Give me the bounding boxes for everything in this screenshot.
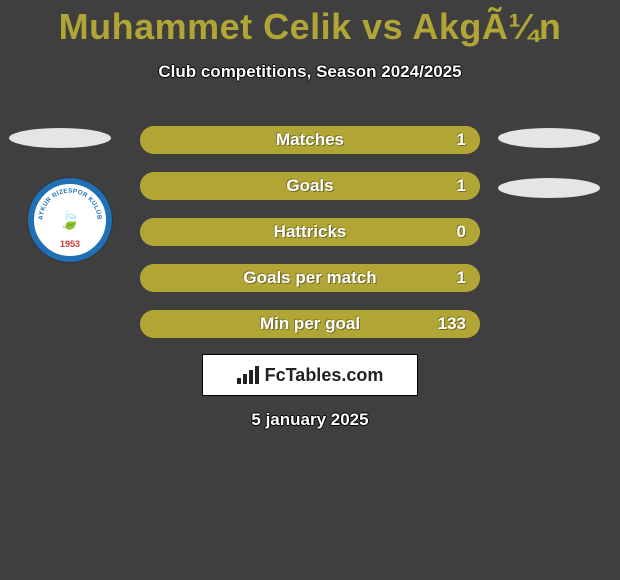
page-title: Muhammet Celik vs AkgÃ¼n [0, 6, 620, 48]
stat-bar-value-right: 1 [457, 126, 466, 154]
badge-year: 1953 [34, 239, 106, 249]
stat-bar: Matches1 [140, 126, 480, 154]
stat-bar: Goals1 [140, 172, 480, 200]
subtitle: Club competitions, Season 2024/2025 [0, 62, 620, 82]
badge-center: 🍃 [49, 199, 91, 241]
right-flag-1 [498, 128, 600, 148]
stat-bar: Hattricks0 [140, 218, 480, 246]
canvas: Muhammet Celik vs AkgÃ¼n Club competitio… [0, 0, 620, 580]
stat-bar: Min per goal133 [140, 310, 480, 338]
footer-date: 5 january 2025 [0, 410, 620, 430]
watermark-text: FcTables.com [265, 365, 384, 386]
stat-bar-label: Goals [140, 172, 480, 200]
leaf-icon: 🍃 [59, 211, 81, 229]
stat-bar-value-right: 0 [457, 218, 466, 246]
right-flag-2 [498, 178, 600, 198]
stat-bar-value-right: 1 [457, 264, 466, 292]
stat-bar-label: Matches [140, 126, 480, 154]
bar-chart-icon [237, 366, 259, 384]
stat-bars: Matches1Goals1Hattricks0Goals per match1… [140, 126, 480, 356]
stat-bar-label: Hattricks [140, 218, 480, 246]
stat-bar-label: Min per goal [140, 310, 480, 338]
stat-bar-value-right: 1 [457, 172, 466, 200]
stat-bar: Goals per match1 [140, 264, 480, 292]
watermark: FcTables.com [202, 354, 418, 396]
left-flag-1 [9, 128, 111, 148]
stat-bar-value-right: 133 [438, 310, 466, 338]
club-badge: ÇAYKUR RİZESPOR KULÜBÜ 🍃 1953 [28, 178, 112, 262]
stat-bar-label: Goals per match [140, 264, 480, 292]
